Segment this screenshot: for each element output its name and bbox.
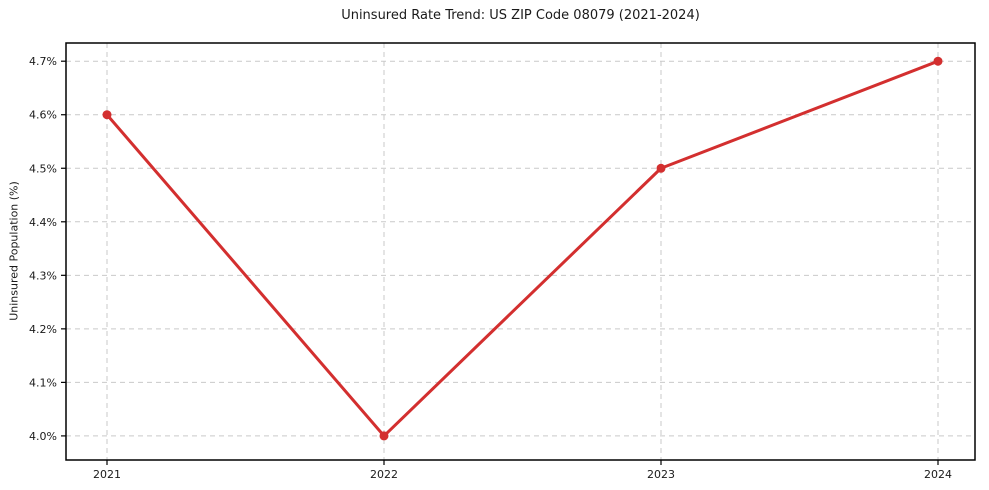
trend-line	[105, 59, 940, 438]
y-tick-label: 4.4%	[29, 216, 57, 229]
x-tick-label: 2023	[647, 468, 675, 481]
y-tick-label: 4.2%	[29, 323, 57, 336]
y-tick-label: 4.1%	[29, 376, 57, 389]
chart-title: Uninsured Rate Trend: US ZIP Code 08079 …	[341, 8, 700, 23]
plot-border	[65, 42, 976, 461]
y-tick-label: 4.6%	[29, 109, 57, 122]
data-point-marker	[656, 163, 666, 173]
y-tick-label: 4.7%	[29, 55, 57, 68]
x-tick-label: 2024	[924, 468, 952, 481]
x-tick-label: 2021	[93, 468, 121, 481]
y-tick-label: 4.0%	[29, 430, 57, 443]
data-point-marker	[933, 56, 943, 66]
x-tick-label: 2022	[370, 468, 398, 481]
y-tick-label: 4.3%	[29, 269, 57, 282]
data-point-marker	[379, 431, 389, 441]
plot-area	[66, 43, 975, 460]
y-tick-label: 4.5%	[29, 162, 57, 175]
data-point-marker	[102, 110, 112, 120]
